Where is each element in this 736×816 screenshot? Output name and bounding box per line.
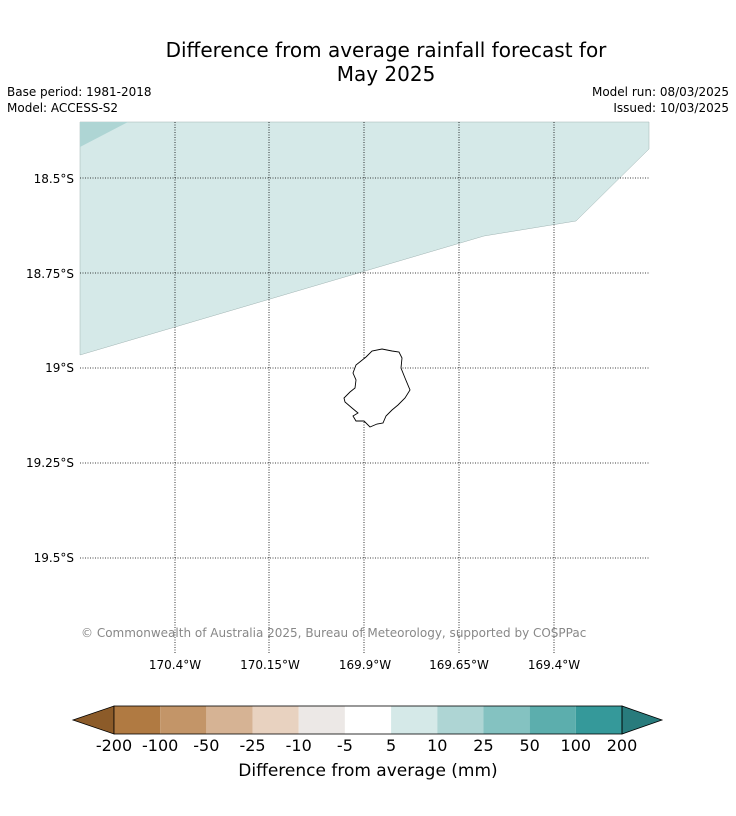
colorbar-tick-label: -200 (96, 736, 132, 755)
colorbar-tick-label: 5 (386, 736, 396, 755)
colorbar (71, 705, 664, 735)
colorbar-tick-label: 50 (519, 736, 539, 755)
title-line-2: May 2025 (336, 62, 436, 86)
colorbar-tick-label: 200 (607, 736, 638, 755)
lon-label: 170.4°W (149, 658, 201, 672)
lon-labels: 170.4°W 170.15°W 169.9°W 169.65°W 169.4°… (149, 658, 580, 672)
colorbar-segment (206, 706, 253, 734)
lon-label: 170.15°W (240, 658, 300, 672)
colorbar-segment (344, 706, 392, 734)
colorbar-tick-label: -25 (239, 736, 265, 755)
island-outline-icon (343, 348, 411, 428)
colorbar-outline (113, 705, 623, 735)
colorbar-tick-label: -100 (142, 736, 178, 755)
lat-label: 19°S (45, 361, 74, 375)
lat-label: 18.75°S (26, 267, 74, 281)
map-area: © Commonwealth of Australia 2025, Bureau… (79, 121, 650, 653)
colorbar-extend-low (71, 705, 115, 735)
chart-title: Difference from average rainfall forecas… (0, 38, 736, 86)
lat-label: 18.5°S (34, 172, 74, 186)
lon-label: 169.9°W (339, 658, 391, 672)
colorbar-tick-label: 25 (473, 736, 493, 755)
colorbar-tick-label: -10 (286, 736, 312, 755)
colorbar-segment (437, 706, 484, 734)
colorbar-tick-label: 10 (427, 736, 447, 755)
colorbar-segment (391, 706, 438, 734)
colorbar-segment (252, 706, 299, 734)
rainfall-region-10-25 (80, 122, 128, 147)
colorbar-tick-labels: -200 -100 -50 -25 -10 -5 5 10 25 50 100 200 (96, 736, 637, 755)
colorbar-tick-label: -5 (337, 736, 353, 755)
colorbar-segment (483, 706, 530, 734)
colorbar-segment (298, 706, 345, 734)
colorbar-segment (114, 706, 161, 734)
issued-label: Issued: 10/03/2025 (613, 101, 729, 115)
base-period-label: Base period: 1981-2018 (7, 85, 152, 99)
lon-label: 169.4°W (528, 658, 580, 672)
colorbar-tick-label: 100 (561, 736, 592, 755)
lat-labels: 18.5°S 18.75°S 19°S 19.25°S 19.5°S (26, 172, 74, 565)
rainfall-region-5-10 (79, 121, 650, 356)
meta-left: Base period: 1981-2018 Model: ACCESS-S2 (7, 84, 152, 116)
colorbar-title: Difference from average (mm) (238, 761, 498, 781)
colorbar-extend-high (621, 705, 664, 735)
meta-right: Model run: 08/03/2025 Issued: 10/03/2025 (592, 84, 729, 116)
colorbar-segment (575, 706, 622, 734)
model-run-label: Model run: 08/03/2025 (591, 85, 729, 99)
colorbar-segment (160, 706, 207, 734)
lon-label: 169.65°W (429, 658, 489, 672)
colorbar-tick-label: -50 (193, 736, 219, 755)
copyright-text: © Commonwealth of Australia 2025, Bureau… (81, 626, 586, 640)
colorbar-segment (529, 706, 576, 734)
title-line-1: Difference from average rainfall forecas… (165, 38, 607, 62)
lat-label: 19.5°S (34, 551, 74, 565)
lat-label: 19.25°S (26, 456, 74, 470)
model-label: Model: ACCESS-S2 (7, 101, 119, 115)
